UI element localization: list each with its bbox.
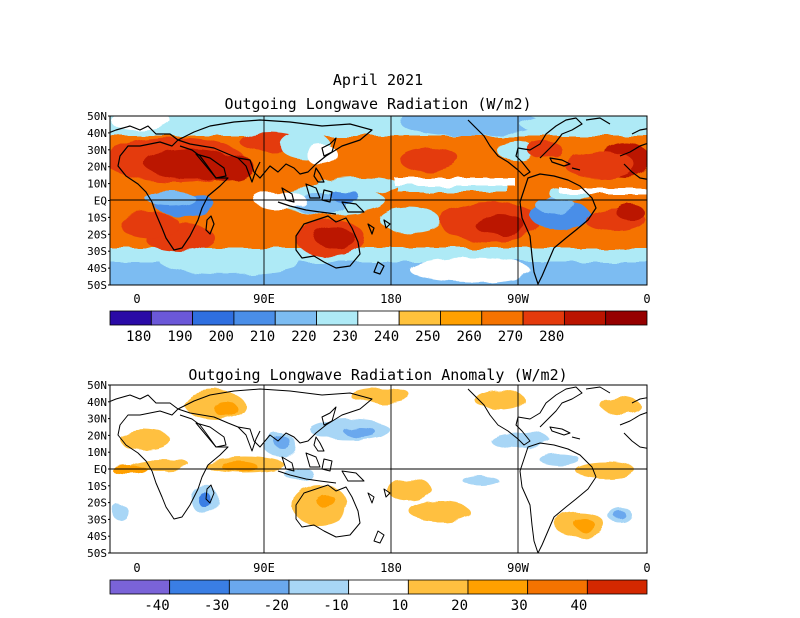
olr-panel-title: Outgoing Longwave Radiation (W/m2) (224, 95, 531, 113)
colorbar-label: 30 (511, 598, 528, 614)
colorbar-label: 240 (374, 329, 399, 345)
anomaly-map (110, 385, 647, 553)
colorbar-label: 250 (415, 329, 440, 345)
colorbar-swatch (348, 579, 409, 595)
olr-colorbar: 180 190 200 210 220 230 240 250 260 270 280 (109, 310, 648, 345)
colorbar-swatch (316, 310, 359, 326)
lat-label: 20N (87, 429, 107, 442)
lat-label: 50N (87, 379, 107, 392)
lat-label: 40N (87, 396, 107, 409)
lon-label: 90E (253, 561, 275, 575)
lat-label: 30S (87, 245, 107, 258)
colorbar-swatch (233, 310, 276, 326)
colorbar-label: 210 (250, 329, 275, 345)
colorbar-swatch (169, 579, 230, 595)
colorbar-label: -20 (264, 598, 289, 614)
lon-label: 0 (643, 561, 650, 575)
lat-label: 40S (87, 262, 107, 275)
lat-label: 30S (87, 513, 107, 526)
lat-label: 40S (87, 530, 107, 543)
lat-label: 30N (87, 413, 107, 426)
lat-label: EQ (94, 463, 107, 476)
anomaly-lat-axis: 50N 40N 30N 20N 10N EQ 10S 20S 30S 40S 50S (87, 379, 110, 560)
colorbar-label: -40 (144, 598, 169, 614)
colorbar-label: 280 (539, 329, 564, 345)
colorbar-swatch (522, 310, 565, 326)
lat-label: 50S (87, 547, 107, 560)
colorbar-swatch (357, 310, 400, 326)
colorbar-swatch (586, 579, 648, 595)
colorbar-label: 10 (391, 598, 408, 614)
lat-label: 10N (87, 178, 107, 191)
anomaly-panel-title: Outgoing Longwave Radiation Anomaly (W/m… (188, 366, 567, 384)
colorbar-label: 20 (451, 598, 468, 614)
colorbar-swatch (288, 579, 350, 595)
lat-label: 50N (87, 110, 107, 123)
colorbar-swatch (407, 579, 469, 595)
colorbar-swatch (563, 310, 607, 326)
lon-label: 90W (507, 561, 529, 575)
colorbar-label: 190 (167, 329, 192, 345)
lat-label: 10S (87, 480, 107, 493)
anomaly-lon-axis: 0 90E 180 90W 0 (133, 561, 650, 575)
colorbar-swatch (274, 310, 317, 326)
colorbar-label: 40 (570, 598, 587, 614)
lon-label: 180 (380, 292, 402, 306)
colorbar-swatch (605, 310, 648, 326)
colorbar-label: 220 (291, 329, 316, 345)
lat-label: 50S (87, 279, 107, 292)
lat-label: 40N (87, 127, 107, 140)
lon-label: 0 (643, 292, 650, 306)
lat-label: 20N (87, 161, 107, 174)
colorbar-label: 230 (333, 329, 358, 345)
colorbar-swatch (192, 310, 235, 326)
olr-lat-axis: 50N 40N 30N 20N 10N EQ 10S 20S 30S 40S 50S (87, 110, 110, 292)
lat-label: 10N (87, 446, 107, 459)
colorbar-swatch (481, 310, 524, 326)
colorbar-swatch (109, 310, 152, 326)
lon-label: 0 (133, 561, 140, 575)
lon-label: 180 (380, 561, 402, 575)
colorbar-swatch (398, 310, 441, 326)
colorbar-swatch (440, 310, 483, 326)
olr-map (110, 116, 647, 285)
lat-label: 10S (87, 211, 107, 224)
olr-lon-axis: 0 90E 180 90W 0 (133, 292, 650, 306)
lon-label: 90E (253, 292, 275, 306)
colorbar-label: 270 (498, 329, 523, 345)
lon-label: 90W (507, 292, 529, 306)
colorbar-swatch (467, 579, 529, 595)
colorbar-swatch (150, 310, 194, 326)
colorbar-label: 180 (126, 329, 151, 345)
colorbar-label: 200 (209, 329, 234, 345)
lon-label: 0 (133, 292, 140, 306)
colorbar-label: -30 (204, 598, 229, 614)
colorbar-label: -10 (323, 598, 348, 614)
figure-title: April 2021 (333, 71, 423, 89)
lat-label: 20S (87, 228, 107, 241)
lat-label: 30N (87, 144, 107, 157)
colorbar-label: 260 (456, 329, 481, 345)
colorbar-swatch (527, 579, 588, 595)
colorbar-swatch (109, 579, 171, 595)
lat-label: 20S (87, 497, 107, 510)
colorbar-swatch (228, 579, 290, 595)
anomaly-colorbar: -40 -30 -20 -10 10 20 30 40 (109, 579, 648, 614)
lat-label: EQ (94, 195, 107, 208)
